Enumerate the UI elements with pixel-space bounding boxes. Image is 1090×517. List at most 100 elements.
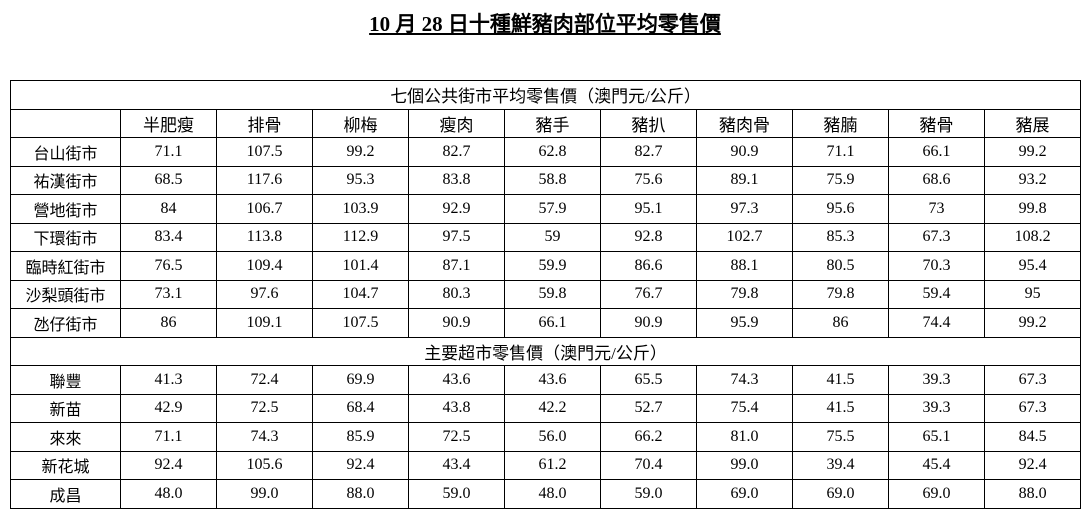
- price-cell: 48.0: [504, 479, 601, 509]
- price-cell: 76.7: [600, 279, 697, 309]
- price-cell: 85.9: [312, 422, 409, 452]
- price-cell: 59.4: [888, 279, 985, 309]
- price-cell: 57.9: [504, 194, 601, 224]
- price-cell: 67.3: [888, 222, 985, 252]
- price-cell: 65.1: [888, 422, 985, 452]
- column-header: 半肥瘦: [120, 108, 217, 138]
- column-header: 豬骨: [888, 108, 985, 138]
- price-cell: 69.0: [792, 479, 889, 509]
- price-cell: 62.8: [504, 137, 601, 167]
- price-cell: 113.8: [216, 222, 313, 252]
- price-cell: 99.8: [983, 194, 1082, 224]
- price-cell: 90.9: [600, 308, 697, 338]
- price-cell: 109.4: [216, 251, 313, 281]
- price-cell: 95.3: [312, 165, 409, 195]
- price-cell: 97.3: [696, 194, 793, 224]
- row-name: 氹仔街市: [10, 308, 121, 338]
- price-cell: 42.9: [120, 393, 217, 423]
- price-cell: 103.9: [312, 194, 409, 224]
- price-cell: 102.7: [696, 222, 793, 252]
- section-title: 七個公共街市平均零售價（澳門元/公斤）: [9, 80, 1082, 110]
- price-cell: 90.9: [696, 137, 793, 167]
- price-cell: 58.8: [504, 165, 601, 195]
- table-row: 新苗 42.9 72.5 68.4 43.8 42.2 52.7 75.4 41.5 39.3 67…: [10, 393, 1082, 423]
- row-name: 下環街市: [10, 222, 121, 252]
- price-cell: 93.2: [983, 165, 1082, 195]
- price-cell: 81.0: [696, 422, 793, 452]
- row-name: 臨時紅街市: [10, 251, 121, 281]
- column-header: 排骨: [216, 108, 313, 138]
- price-cell: 74.4: [888, 308, 985, 338]
- price-cell: 80.3: [408, 279, 505, 309]
- price-cell: 95.9: [696, 308, 793, 338]
- price-cell: 68.4: [312, 393, 409, 423]
- price-cell: 86: [792, 308, 889, 338]
- price-cell: 73.1: [120, 279, 217, 309]
- price-cell: 59.0: [408, 479, 505, 509]
- price-cell: 82.7: [408, 137, 505, 167]
- price-cell: 43.8: [408, 393, 505, 423]
- price-cell: 84.5: [983, 422, 1082, 452]
- price-cell: 70.4: [600, 450, 697, 480]
- price-cell: 80.5: [792, 251, 889, 281]
- price-cell: 92.4: [312, 450, 409, 480]
- price-cell: 70.3: [888, 251, 985, 281]
- row-name: 新苗: [10, 393, 121, 423]
- price-cell: 117.6: [216, 165, 313, 195]
- price-cell: 71.1: [120, 137, 217, 167]
- price-cell: 66.1: [504, 308, 601, 338]
- price-cell: 74.3: [696, 365, 793, 395]
- price-cell: 69.0: [696, 479, 793, 509]
- table-row: 半肥瘦 排骨 柳梅 瘦肉 豬手 豬扒 豬肉骨 豬腩 豬骨 豬展: [10, 108, 1082, 138]
- price-cell: 99.2: [983, 137, 1082, 167]
- table-row: 新花城 92.4 105.6 92.4 43.4 61.2 70.4 99.0 39.4 45.4…: [10, 450, 1082, 480]
- price-cell: 45.4: [888, 450, 985, 480]
- price-cell: 41.5: [792, 365, 889, 395]
- price-cell: 88.0: [312, 479, 409, 509]
- price-cell: 39.4: [792, 450, 889, 480]
- price-cell: 107.5: [312, 308, 409, 338]
- price-cell: 75.6: [600, 165, 697, 195]
- column-header: 豬手: [504, 108, 601, 138]
- price-cell: 104.7: [312, 279, 409, 309]
- column-header: 瘦肉: [408, 108, 505, 138]
- row-name: 新花城: [10, 450, 121, 480]
- price-cell: 112.9: [312, 222, 409, 252]
- table-row: 主要超市零售價（澳門元/公斤）: [9, 336, 1082, 366]
- price-cell: 59.9: [504, 251, 601, 281]
- row-name: 台山街市: [10, 137, 121, 167]
- price-cell: 43.6: [504, 365, 601, 395]
- row-name: 沙梨頭街市: [10, 279, 121, 309]
- price-cell: 99.2: [983, 308, 1082, 338]
- price-cell: 76.5: [120, 251, 217, 281]
- price-cell: 83.4: [120, 222, 217, 252]
- price-cell: 75.9: [792, 165, 889, 195]
- price-cell: 79.8: [792, 279, 889, 309]
- price-cell: 92.4: [983, 450, 1082, 480]
- price-cell: 59.0: [600, 479, 697, 509]
- price-cell: 95.1: [600, 194, 697, 224]
- table-row: 營地街市 84 106.7 103.9 92.9 57.9 95.1 97.3 95.6 73 99…: [10, 194, 1082, 224]
- price-cell: 92.9: [408, 194, 505, 224]
- price-cell: 71.1: [120, 422, 217, 452]
- price-cell: 67.3: [983, 365, 1082, 395]
- price-cell: 87.1: [408, 251, 505, 281]
- price-cell: 99.0: [696, 450, 793, 480]
- price-cell: 75.4: [696, 393, 793, 423]
- price-cell: 68.6: [888, 165, 985, 195]
- price-cell: 99.0: [216, 479, 313, 509]
- table-row: 成昌 48.0 99.0 88.0 59.0 48.0 59.0 69.0 69.0 69.0 88…: [10, 479, 1082, 509]
- row-name: 聯豐: [10, 365, 121, 395]
- column-header: 豬扒: [600, 108, 697, 138]
- price-cell: 92.8: [600, 222, 697, 252]
- price-cell: 65.5: [600, 365, 697, 395]
- price-cell: 66.2: [600, 422, 697, 452]
- table-row: 聯豐 41.3 72.4 69.9 43.6 43.6 65.5 74.3 41.5 39.3 67…: [10, 365, 1082, 395]
- table-row: 臨時紅街市 76.5 109.4 101.4 87.1 59.9 86.6 88.1 80.5 7…: [10, 251, 1082, 281]
- price-table: 七個公共街市平均零售價（澳門元/公斤） 半肥瘦 排骨 柳梅 瘦肉 豬手 豬扒 豬肉骨 豬腩 豬骨豬…: [9, 80, 1082, 509]
- corner-cell: [10, 108, 121, 138]
- price-cell: 95: [983, 279, 1082, 309]
- price-cell: 43.6: [408, 365, 505, 395]
- column-header: 豬肉骨: [696, 108, 793, 138]
